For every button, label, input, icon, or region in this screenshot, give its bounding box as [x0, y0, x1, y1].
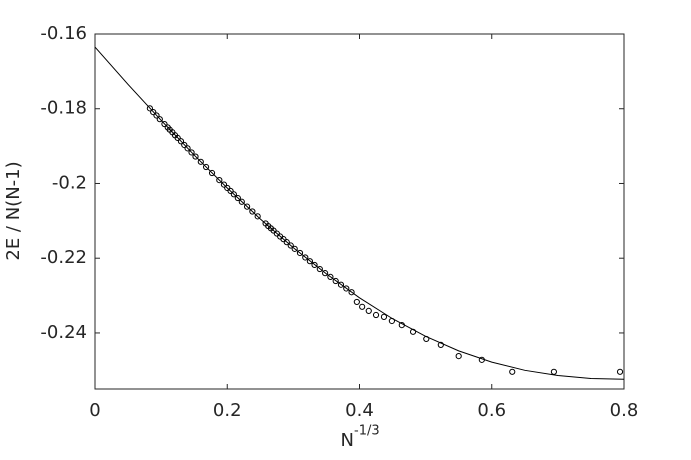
x-tick-label: 0.6 [477, 400, 506, 421]
data-point [249, 208, 256, 215]
data-point [146, 105, 153, 112]
data-point [177, 138, 185, 145]
y-tick-label: -0.18 [40, 98, 87, 119]
x-tick-label: 0.2 [213, 400, 242, 421]
data-point [296, 249, 304, 257]
data-point [291, 245, 298, 252]
data-point [150, 109, 157, 116]
data-point [202, 163, 210, 171]
x-axis-label-superscript: -1/3 [354, 424, 380, 439]
data-point [372, 311, 380, 319]
data-point [220, 181, 228, 188]
data-point [230, 191, 237, 198]
data-point [311, 261, 318, 269]
data-point [174, 134, 181, 141]
data-point [156, 116, 163, 123]
data-point [192, 153, 199, 160]
data-point [322, 270, 329, 277]
data-point [616, 368, 624, 375]
y-tick-label: -0.2 [52, 172, 87, 193]
data-point [238, 198, 245, 205]
data-point [184, 145, 191, 152]
y-tick-label: -0.24 [40, 322, 87, 343]
data-point [455, 353, 462, 360]
data-point [161, 120, 168, 128]
data-point [208, 169, 216, 177]
fit-line [94, 46, 625, 380]
plot-box [94, 33, 625, 390]
data-point [254, 213, 261, 220]
x-tick-label: 0.4 [345, 400, 374, 421]
data-point [343, 285, 350, 292]
data-point [188, 149, 195, 156]
data-point [316, 265, 323, 273]
data-point [365, 307, 372, 314]
data-point [287, 242, 294, 249]
data-point [153, 112, 160, 119]
data-point [306, 258, 314, 265]
x-axis-label: N [341, 430, 354, 451]
data-point [337, 281, 345, 288]
data-point [234, 194, 241, 202]
x-tick-label: 0.8 [610, 400, 639, 421]
data-point [348, 289, 355, 296]
data-point [353, 298, 360, 306]
x-tick-label: 0 [89, 400, 100, 421]
data-point [509, 368, 516, 375]
data-point [550, 368, 558, 375]
data-point [359, 303, 366, 310]
data-point [437, 341, 444, 349]
data-point [283, 239, 290, 246]
y-axis-label: 2E / N(N-1) [3, 161, 24, 260]
data-point [332, 277, 339, 285]
data-point [302, 254, 309, 261]
data-point [243, 203, 251, 210]
data-point [216, 177, 223, 184]
data-point [197, 158, 204, 165]
y-tick-label: -0.22 [40, 247, 87, 268]
data-point [227, 187, 234, 195]
y-tick-label: -0.16 [40, 23, 87, 44]
data-point [181, 141, 188, 149]
data-point [380, 313, 388, 320]
data-point [327, 273, 334, 280]
